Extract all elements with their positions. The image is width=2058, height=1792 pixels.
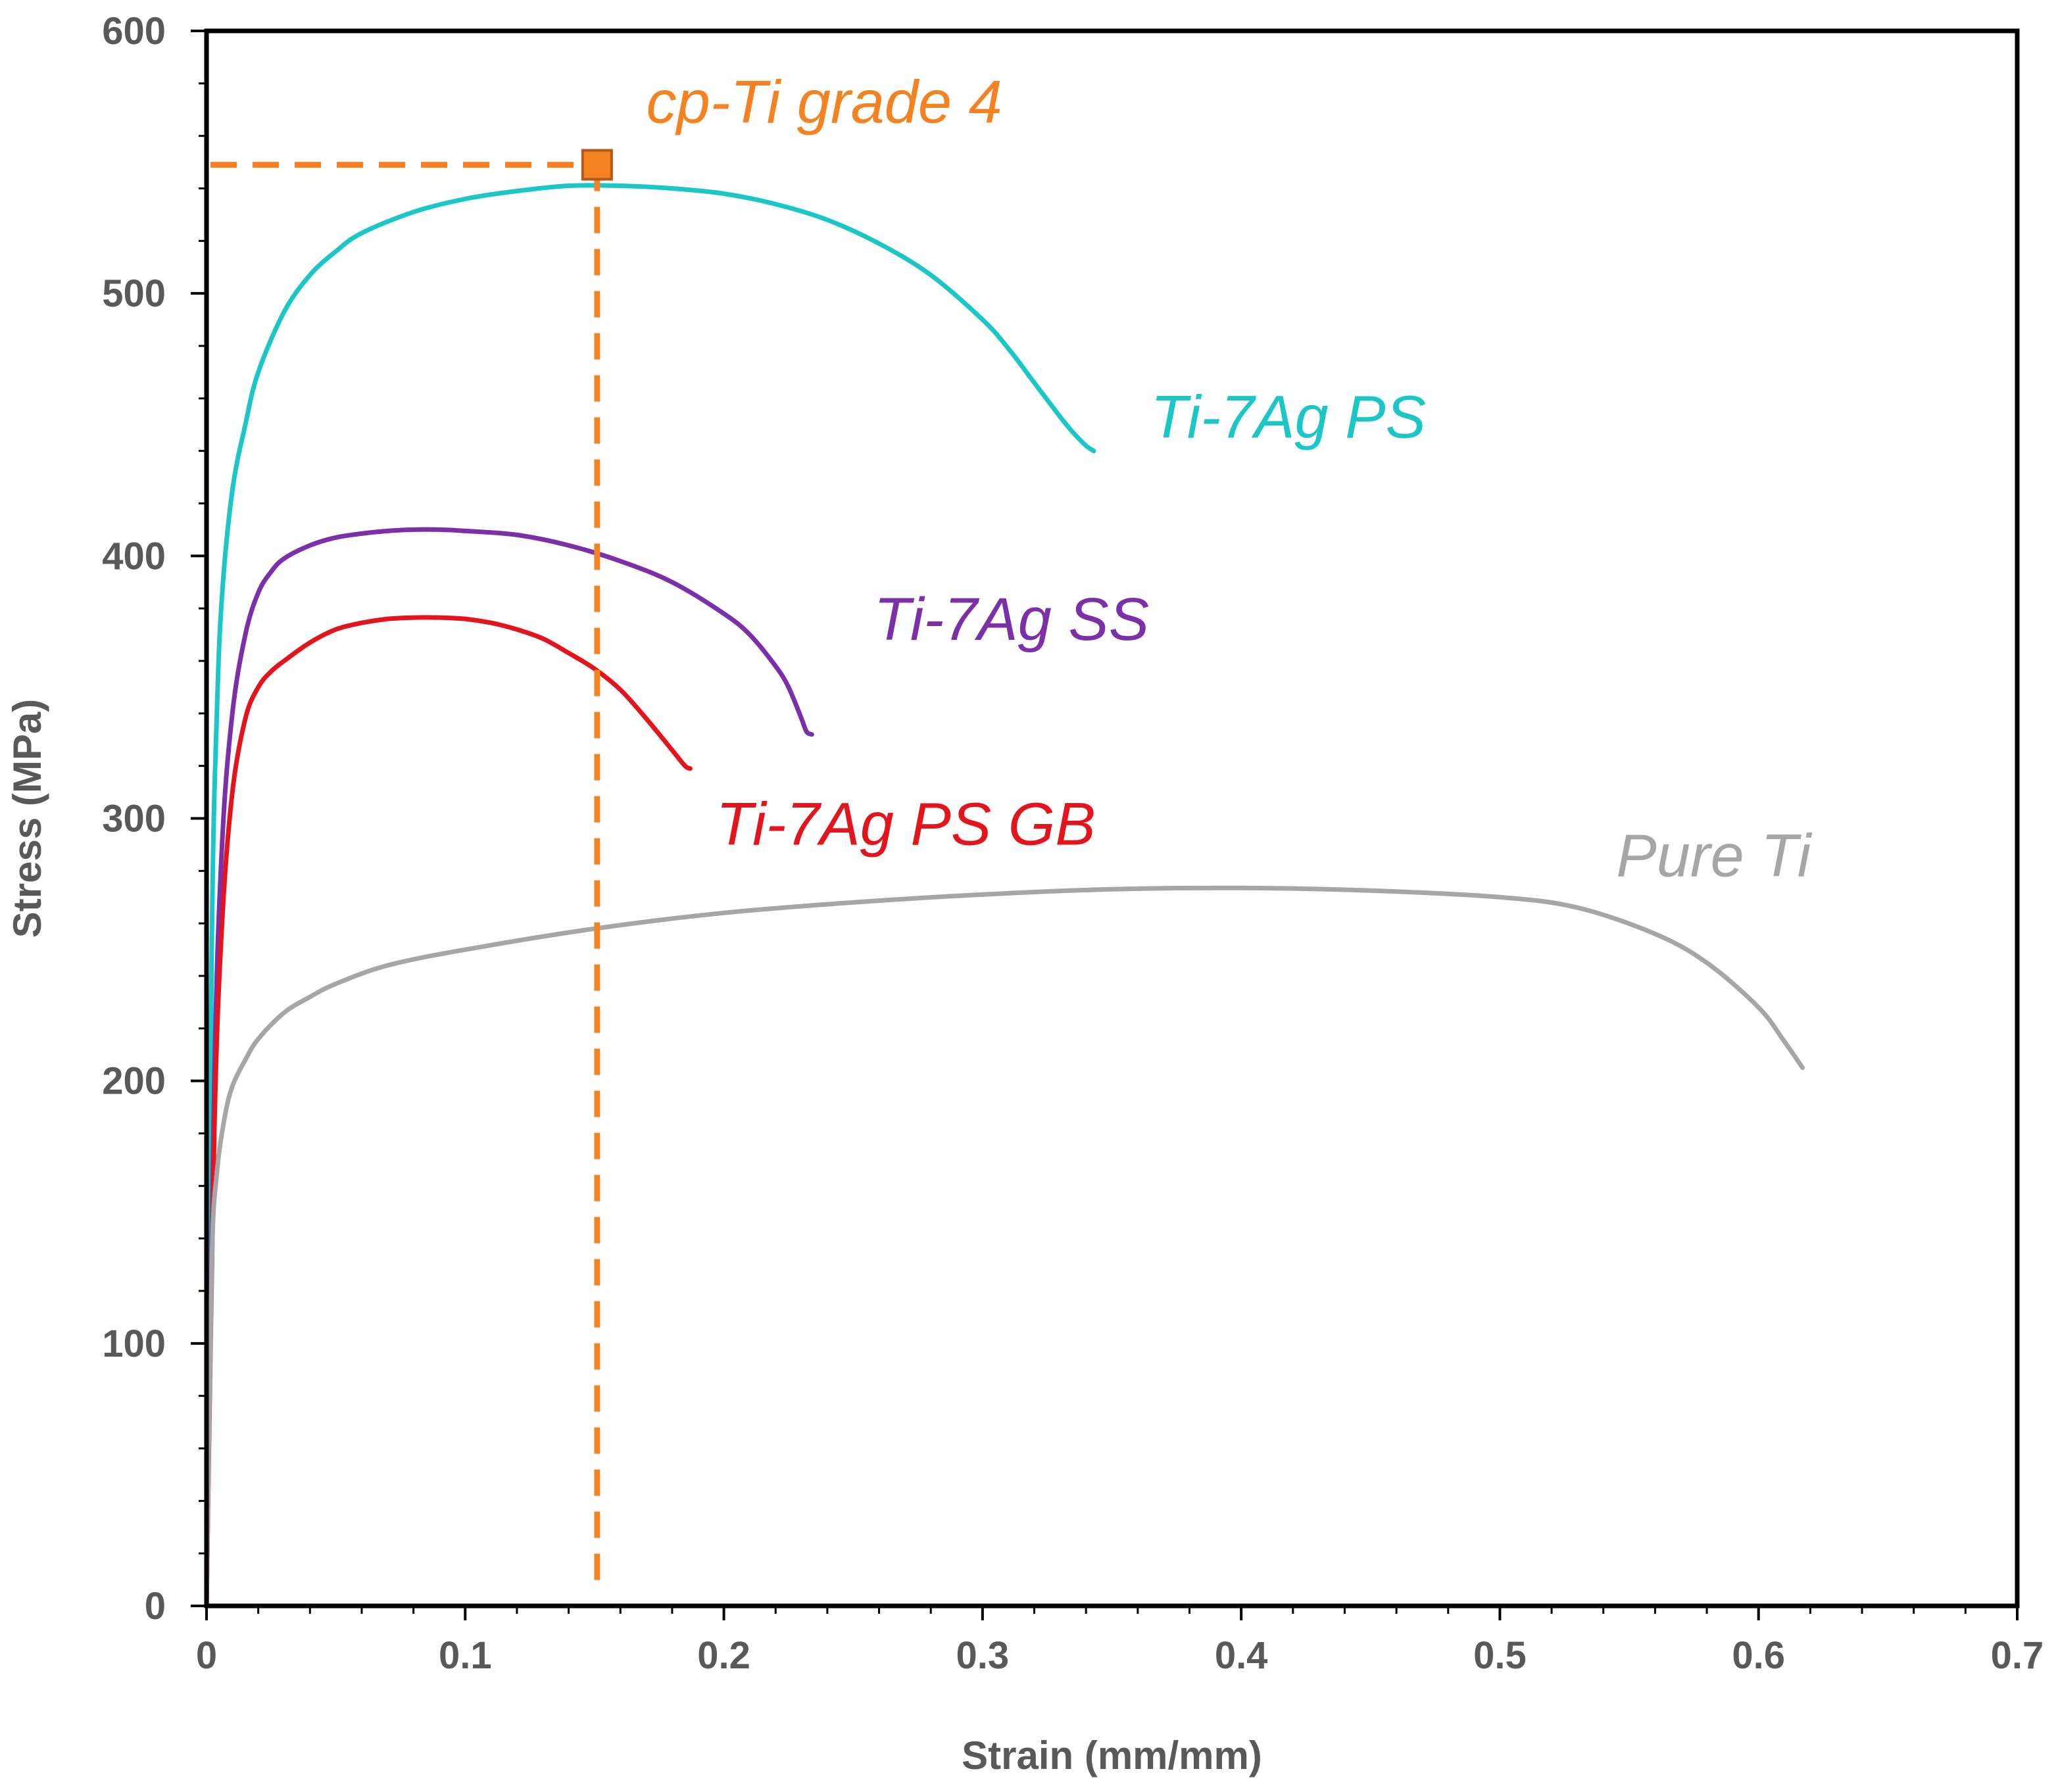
y-tick-label: 0 bbox=[145, 1585, 166, 1628]
axes: 0 0.1 0.2 0.3 0.4 0.5 0.6 0.7 0 100 200 300 400 500 60… bbox=[102, 10, 2044, 1677]
y-tick-label: 600 bbox=[102, 10, 166, 53]
plot-frame bbox=[204, 28, 2020, 1609]
annotation-marker bbox=[581, 149, 613, 181]
x-tick-label: 0.3 bbox=[956, 1634, 1010, 1677]
x-tick-label: 0.4 bbox=[1215, 1634, 1268, 1677]
x-tick-label: 0.2 bbox=[697, 1634, 750, 1677]
y-tick-label: 400 bbox=[102, 535, 166, 577]
annotation-label: cp-Ti grade 4 bbox=[647, 69, 1002, 136]
series-line-ti-7ag-ss bbox=[204, 527, 814, 1609]
series-label: Ti-7Ag SS bbox=[874, 586, 1149, 653]
x-axis-title: Strain (mm/mm) bbox=[962, 1733, 1262, 1778]
y-tick-label: 200 bbox=[102, 1060, 166, 1103]
series-lines: Ti-7Ag PS Ti-7Ag SS Ti-7Ag PS GB Pure Ti bbox=[204, 183, 1813, 1609]
y-axis-title: Stress (MPa) bbox=[5, 699, 49, 938]
y-tick-label: 100 bbox=[102, 1322, 166, 1365]
series-label: Ti-7Ag PS bbox=[1150, 384, 1425, 451]
x-tick-label: 0.6 bbox=[1732, 1634, 1785, 1677]
annotations: cp-Ti grade 4 bbox=[210, 69, 1002, 1593]
x-tick-label: 0.7 bbox=[1991, 1634, 2044, 1677]
series-label: Ti-7Ag PS GB bbox=[716, 790, 1096, 858]
series-line-ti-7ag-ps-gb bbox=[204, 615, 693, 1609]
y-tick-label: 500 bbox=[102, 272, 166, 315]
series-line-ti-7ag-ps bbox=[204, 183, 1096, 1609]
y-tick-label: 300 bbox=[102, 798, 166, 840]
x-tick-label: 0 bbox=[196, 1634, 217, 1677]
x-tick-label: 0.5 bbox=[1473, 1634, 1527, 1677]
series-line-pure-ti bbox=[204, 885, 1805, 1609]
series-label: Pure Ti bbox=[1616, 822, 1812, 889]
x-tick-label: 0.1 bbox=[439, 1634, 492, 1677]
